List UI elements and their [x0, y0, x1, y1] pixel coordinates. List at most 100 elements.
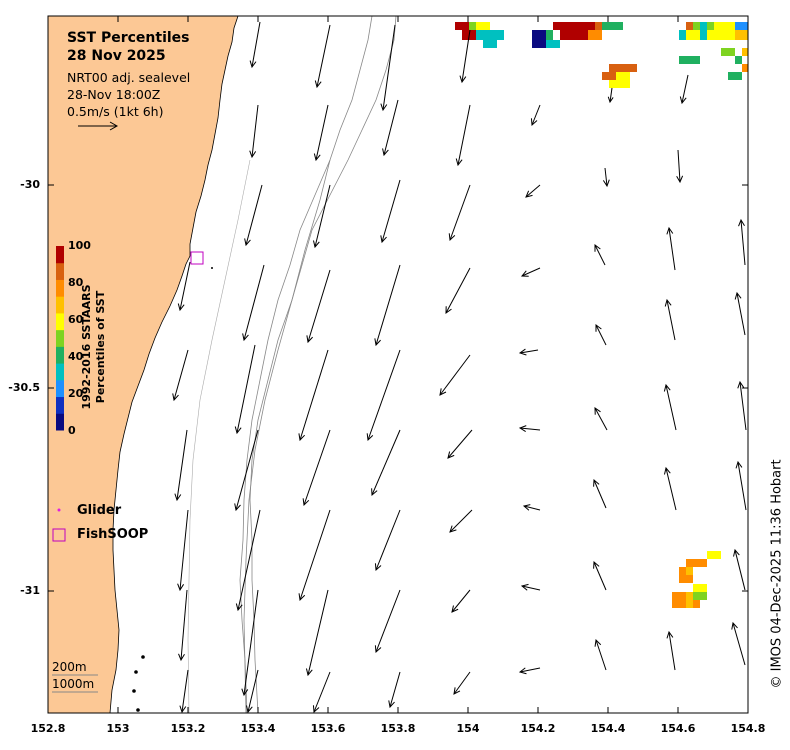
- current-arrow: [298, 509, 331, 602]
- current-arrow: [525, 184, 541, 198]
- fishsoop-legend-label: FishSOOP: [77, 527, 149, 542]
- current-arrow: [314, 24, 331, 89]
- contour-inner-2: [187, 159, 251, 714]
- coastline-land: [47, 15, 239, 714]
- current-arrow: [371, 429, 401, 497]
- sst-pixel: [609, 80, 630, 88]
- sst-pixel: [707, 551, 721, 559]
- sst-pixel: [686, 30, 700, 40]
- x-tick-label: 154.4: [590, 722, 626, 735]
- x-tick-label: 154.8: [730, 722, 766, 735]
- sst-pixel: [742, 64, 748, 72]
- colorbar-tick: 40: [68, 350, 84, 363]
- sst-pixel: [721, 48, 735, 56]
- sst-pixel: [679, 567, 686, 575]
- current-arrow: [738, 218, 746, 266]
- x-tick-label: 153: [106, 722, 130, 735]
- current-arrow: [520, 583, 541, 591]
- current-arrow: [734, 291, 746, 336]
- current-arrow: [366, 349, 401, 442]
- colorbar-title: 1992-2016 SSTAARS Percentiles of SST: [80, 267, 108, 427]
- imos-credit: © IMOS 04-Dec-2025 11:36 Hobart: [769, 459, 785, 689]
- x-tick-label: 152.8: [30, 722, 66, 735]
- sst-pixel: [742, 48, 748, 56]
- current-arrow: [594, 638, 607, 671]
- glider-dot: [141, 655, 145, 659]
- current-arrow: [313, 104, 329, 162]
- current-arrow: [735, 460, 747, 511]
- x-tick-label: 154.6: [660, 722, 696, 735]
- x-tick-label: 153.6: [310, 722, 346, 735]
- current-arrow: [449, 509, 473, 533]
- colorbar-segment: [56, 279, 64, 297]
- current-arrow: [249, 21, 261, 69]
- current-arrow: [663, 466, 677, 511]
- current-arrow: [447, 429, 473, 459]
- x-tick-label: 154: [456, 722, 480, 735]
- current-arrow: [595, 324, 607, 346]
- current-arrow: [445, 267, 471, 314]
- colorbar-segment: [56, 396, 64, 414]
- current-arrow: [594, 407, 608, 431]
- colorbar-segment: [56, 312, 64, 331]
- current-arrow: [249, 104, 259, 159]
- current-arrow: [666, 226, 676, 271]
- sst-pixel: [686, 22, 693, 30]
- sst-pixel: [532, 30, 546, 48]
- scale-200m-label: 200m: [52, 660, 87, 674]
- fishsoop-legend-icon: [52, 528, 66, 542]
- sst-pixel: [602, 22, 623, 30]
- colorbar-tick: 80: [68, 276, 84, 289]
- sst-pixel: [735, 22, 748, 30]
- current-arrow: [302, 429, 331, 507]
- current-arrow: [242, 264, 265, 342]
- fishsoop-marker: [190, 251, 204, 265]
- current-arrow: [313, 184, 331, 249]
- current-arrow: [679, 74, 689, 105]
- current-arrow: [298, 349, 329, 442]
- current-arrow: [235, 509, 261, 612]
- current-arrow: [518, 425, 541, 433]
- current-arrow: [388, 671, 401, 709]
- source-label: NRT00 adj. sealevel: [67, 70, 191, 85]
- sst-pixel: [672, 592, 686, 608]
- sst-pixel: [735, 30, 748, 40]
- sst-pixel: [483, 40, 497, 48]
- scale-arrow: [78, 121, 119, 131]
- sst-pixel: [728, 72, 742, 80]
- current-arrow: [593, 478, 607, 509]
- current-arrow: [178, 589, 188, 662]
- sst-pixel: [546, 40, 560, 48]
- y-tick-label: -30: [20, 178, 40, 191]
- sst-pixel: [686, 567, 693, 575]
- current-arrow: [177, 261, 191, 312]
- sst-pixel: [476, 30, 504, 40]
- sst-pixel: [686, 559, 707, 567]
- current-arrow: [520, 267, 541, 277]
- sst-pixel: [693, 22, 700, 30]
- current-arrow: [663, 383, 677, 431]
- sst-pixel: [707, 30, 714, 40]
- x-tick-label: 154.2: [520, 722, 556, 735]
- colorbar-tick: 0: [68, 424, 76, 437]
- sst-pixel: [693, 584, 707, 592]
- colorbar-tick: 20: [68, 387, 84, 400]
- colorbar-segment: [56, 379, 64, 398]
- sst-pixel: [602, 72, 616, 80]
- colorbar-segment: [56, 363, 64, 381]
- sst-pixel: [455, 22, 469, 30]
- current-arrow: [172, 349, 189, 402]
- current-arrow: [676, 149, 684, 184]
- sst-pixel: [693, 592, 707, 600]
- glider-dot: [211, 267, 213, 269]
- current-arrow: [448, 184, 471, 242]
- current-arrow: [664, 298, 676, 341]
- glider-dot: [132, 689, 136, 693]
- contour-1000m: [249, 15, 397, 714]
- x-tick-label: 153.8: [380, 722, 416, 735]
- current-arrow: [666, 630, 676, 671]
- current-arrow: [244, 184, 263, 247]
- current-arrow: [312, 671, 331, 714]
- current-arrow: [593, 560, 607, 591]
- sst-pixel: [679, 56, 700, 64]
